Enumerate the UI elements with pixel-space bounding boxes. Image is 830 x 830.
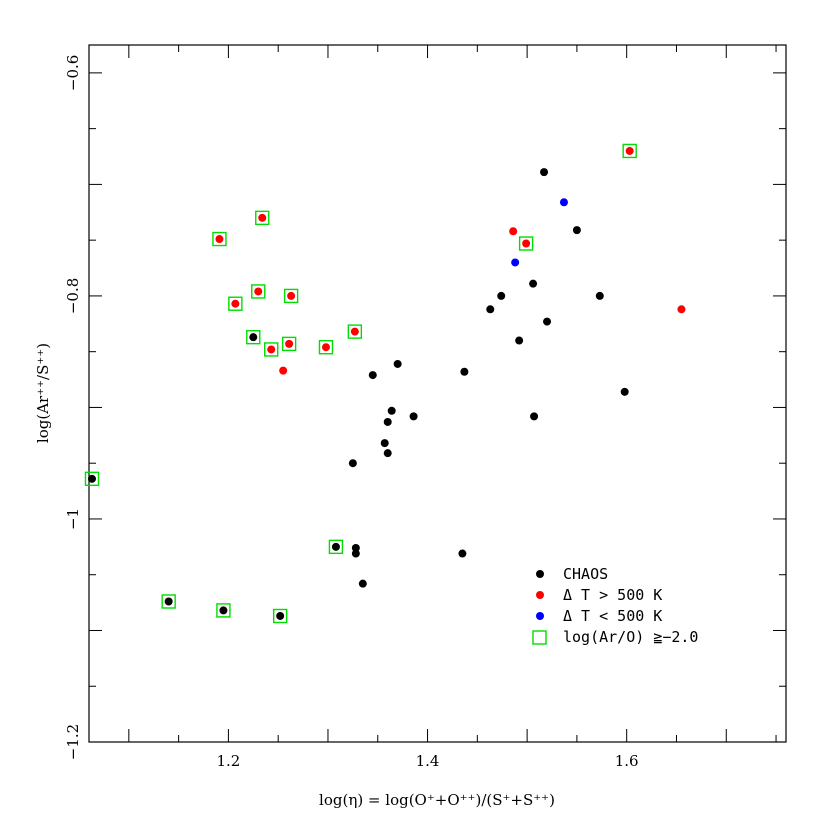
data-point — [540, 168, 549, 177]
data-point — [368, 371, 377, 380]
legend-item-dt-high: Δ T > 500 K — [536, 586, 662, 604]
data-point — [543, 317, 552, 326]
data-point — [231, 299, 240, 308]
legend-item-dt-low: Δ T < 500 K — [536, 607, 662, 625]
data-point — [677, 305, 686, 314]
data-point — [331, 542, 340, 551]
ar-o-square-marker — [161, 594, 176, 609]
data-points — [84, 143, 686, 624]
data-point — [393, 359, 402, 368]
ar-o-square-marker — [622, 143, 637, 159]
ar-o-square-marker — [264, 342, 279, 357]
ar-o-square-marker — [228, 296, 243, 311]
data-point — [620, 387, 629, 396]
data-point — [249, 333, 258, 342]
data-point — [522, 239, 531, 248]
legend-item-ar-o: log(Ar/O) ≧−2.0 — [532, 628, 698, 646]
data-point — [572, 226, 581, 235]
data-point — [164, 597, 173, 606]
data-point — [358, 579, 367, 588]
data-point — [87, 474, 96, 483]
data-point — [279, 366, 288, 375]
plot-frame — [88, 44, 787, 743]
data-point — [409, 412, 418, 421]
data-point — [351, 549, 360, 558]
x-axis-label: log(η) = log(O⁺+O⁺⁺)/(S⁺+S⁺⁺) — [319, 791, 555, 809]
data-point — [287, 291, 296, 300]
ar-o-square-marker — [328, 539, 344, 555]
data-point — [458, 549, 467, 558]
data-point — [348, 459, 357, 468]
legend-item-chaos: CHAOS — [536, 565, 608, 583]
legend: CHAOS Δ T > 500 K Δ T < 500 K log(Ar/O) … — [532, 565, 698, 646]
ar-o-square-marker — [318, 340, 334, 355]
data-point — [276, 611, 285, 620]
data-point — [511, 258, 520, 267]
data-point — [383, 417, 392, 426]
data-point — [219, 606, 228, 615]
data-point — [625, 146, 634, 155]
ar-o-square-marker — [347, 324, 363, 339]
legend-label-ar-o: log(Ar/O) ≧−2.0 — [563, 628, 698, 646]
ar-o-square-marker — [216, 603, 231, 618]
ar-o-square-marker — [84, 471, 100, 487]
ar-o-square-marker — [246, 329, 261, 345]
ar-o-square-marker — [518, 236, 534, 251]
data-point — [460, 367, 469, 376]
data-point — [515, 336, 524, 345]
data-point — [350, 327, 359, 336]
data-point — [497, 291, 506, 300]
legend-label-dt-high: Δ T > 500 K — [563, 586, 662, 604]
legend-label-chaos: CHAOS — [563, 565, 608, 583]
data-point — [267, 345, 276, 354]
legend-label-dt-low: Δ T < 500 K — [563, 607, 662, 625]
data-point — [595, 291, 604, 300]
ar-o-square-marker — [251, 284, 266, 299]
y-tick-label: −0.8 — [64, 278, 82, 314]
data-point — [351, 543, 360, 552]
data-point — [509, 227, 518, 236]
y-tick-label: −1.2 — [64, 724, 82, 760]
data-point — [285, 339, 294, 348]
legend-marker-chaos — [536, 570, 544, 578]
legend-marker-dt-high — [536, 591, 544, 599]
data-point — [559, 198, 568, 207]
data-point — [254, 287, 263, 296]
y-tick-label: −1 — [64, 508, 82, 530]
data-point — [215, 235, 224, 244]
data-point — [387, 406, 396, 415]
data-point — [380, 439, 389, 448]
axis-ticks — [89, 45, 786, 743]
x-tick-label: 1.2 — [216, 752, 240, 770]
ar-o-square-marker — [272, 608, 288, 624]
ar-o-square-marker — [255, 210, 270, 226]
ar-o-square-marker — [212, 231, 227, 247]
ar-o-square-marker — [281, 336, 297, 352]
data-point — [486, 305, 495, 314]
data-point — [530, 412, 539, 421]
data-point — [321, 343, 330, 352]
data-point — [383, 449, 392, 458]
x-tick-label: 1.4 — [416, 752, 440, 770]
tick-labels: 1.2 1.4 1.6 −1.2 −1 −0.8 −0.6 — [64, 55, 639, 770]
ar-o-square-marker — [283, 288, 299, 304]
y-axis-label: log(Ar⁺⁺/S⁺⁺) — [34, 343, 52, 443]
data-point — [258, 213, 267, 222]
y-tick-label: −0.6 — [64, 55, 82, 91]
legend-marker-ar-o — [532, 630, 547, 645]
data-point — [529, 279, 538, 288]
x-tick-label: 1.6 — [615, 752, 639, 770]
legend-marker-dt-low — [536, 612, 544, 620]
